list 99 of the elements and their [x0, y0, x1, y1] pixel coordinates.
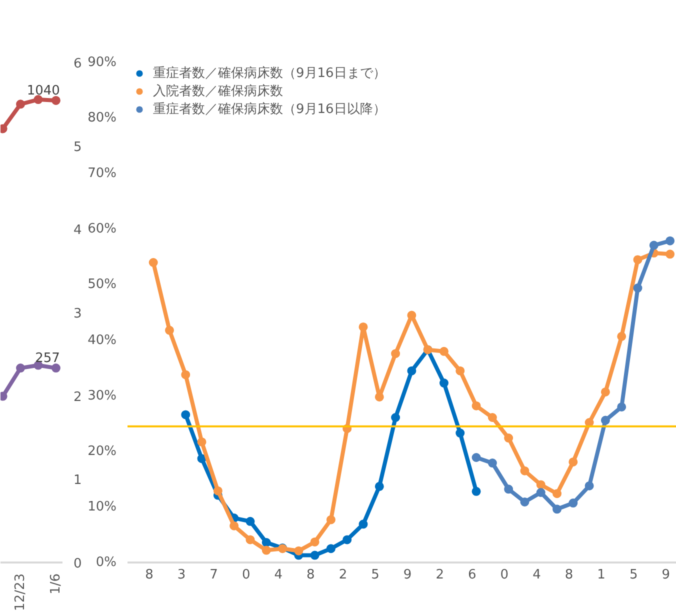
- y2-tick-label: 0: [74, 556, 82, 572]
- point: [342, 535, 352, 544]
- point: [633, 255, 642, 264]
- point: [472, 486, 481, 496]
- point: [262, 538, 271, 547]
- point: [666, 236, 675, 246]
- point: [358, 520, 368, 529]
- y2-tick-label: 1: [74, 473, 82, 488]
- x-tick-label: 3: [177, 568, 186, 582]
- legend-label: 重症者数／確保病床数（9月16日以降）: [153, 101, 386, 118]
- point: [472, 453, 481, 462]
- point: [34, 95, 43, 104]
- point: [310, 537, 320, 546]
- x-tick-label: 4: [532, 568, 541, 582]
- y2-tick-label: 4: [74, 223, 82, 238]
- point: [633, 284, 642, 293]
- point: [148, 258, 158, 267]
- point: [16, 364, 26, 373]
- x-tick-label: 0: [500, 568, 509, 582]
- point: [456, 366, 465, 376]
- x-tick-label: 9: [403, 568, 412, 582]
- y-tick-label: 10%: [88, 499, 117, 514]
- point: [488, 413, 497, 422]
- point: [51, 364, 60, 373]
- point: [262, 546, 271, 555]
- point: [439, 346, 448, 356]
- point: [326, 544, 336, 554]
- x-tick-label: 2: [436, 568, 444, 582]
- point: [649, 240, 658, 250]
- point: [197, 454, 206, 464]
- point: [374, 482, 384, 491]
- x-tick-label: 7: [210, 568, 218, 582]
- y2-tick-label: 3: [74, 306, 82, 322]
- point: [472, 401, 481, 410]
- legend-label: 入院者数／確保病床数: [153, 83, 283, 100]
- x-tick-label: 0: [242, 568, 250, 582]
- y-tick-label: 80%: [88, 110, 117, 126]
- point: [600, 416, 610, 425]
- point: [536, 480, 546, 490]
- point: [600, 387, 610, 396]
- annotation: 257: [35, 351, 60, 366]
- x-tick-label: 8: [306, 568, 315, 582]
- point: [310, 550, 320, 560]
- y-tick-label: 30%: [88, 388, 117, 404]
- annotation: 1040: [26, 83, 60, 98]
- point: [358, 322, 368, 332]
- point: [51, 96, 60, 105]
- x-tick-label: 6: [468, 568, 476, 582]
- point: [164, 326, 174, 335]
- point: [488, 458, 497, 468]
- point: [552, 504, 562, 514]
- x-tick-label: 5: [629, 568, 638, 582]
- point: [568, 498, 578, 508]
- point: [504, 484, 514, 494]
- x-tick-label: 2: [338, 568, 348, 582]
- point: [439, 378, 448, 388]
- point: [666, 250, 675, 259]
- point: [246, 516, 255, 526]
- legend-label: 重症者数／確保病床数（9月16日まで）: [153, 65, 386, 82]
- y-tick-label: 0%: [96, 555, 116, 570]
- point: [536, 488, 546, 497]
- x-tick-label: 1/6: [48, 574, 64, 594]
- y-tick-label: 90%: [88, 55, 117, 70]
- point: [213, 486, 222, 496]
- point: [181, 370, 190, 380]
- y2-tick-label: 6: [74, 56, 82, 72]
- point: [617, 332, 626, 341]
- x-tick-label: 9: [662, 568, 670, 582]
- y-tick-label: 40%: [88, 332, 117, 348]
- point: [520, 466, 530, 476]
- x-tick-label: 5: [371, 568, 380, 582]
- point: [617, 402, 626, 412]
- point: [456, 428, 465, 438]
- point: [294, 546, 304, 556]
- x-tick-label: 8: [564, 568, 574, 582]
- y-tick-label: 20%: [88, 444, 117, 459]
- point: [181, 410, 190, 420]
- point: [326, 515, 336, 524]
- point: [584, 481, 594, 490]
- point: [230, 521, 239, 530]
- point: [520, 497, 530, 506]
- x-tick-label: 8: [145, 568, 154, 582]
- point: [552, 489, 562, 498]
- y-tick-label: 70%: [88, 166, 117, 182]
- point: [246, 535, 255, 544]
- point: [568, 457, 578, 466]
- point: [16, 100, 26, 109]
- y2-tick-label: 5: [74, 140, 82, 155]
- x-tick-label: 1: [597, 568, 606, 582]
- y-tick-label: 50%: [88, 277, 117, 292]
- point: [407, 366, 416, 376]
- x-tick-label: 4: [274, 568, 283, 582]
- point: [391, 413, 400, 422]
- point: [504, 434, 514, 443]
- y2-tick-label: 2: [74, 390, 82, 405]
- point: [391, 349, 400, 358]
- y-tick-label: 60%: [88, 222, 117, 237]
- x-tick-label: 12/23: [13, 573, 28, 611]
- point: [197, 437, 206, 446]
